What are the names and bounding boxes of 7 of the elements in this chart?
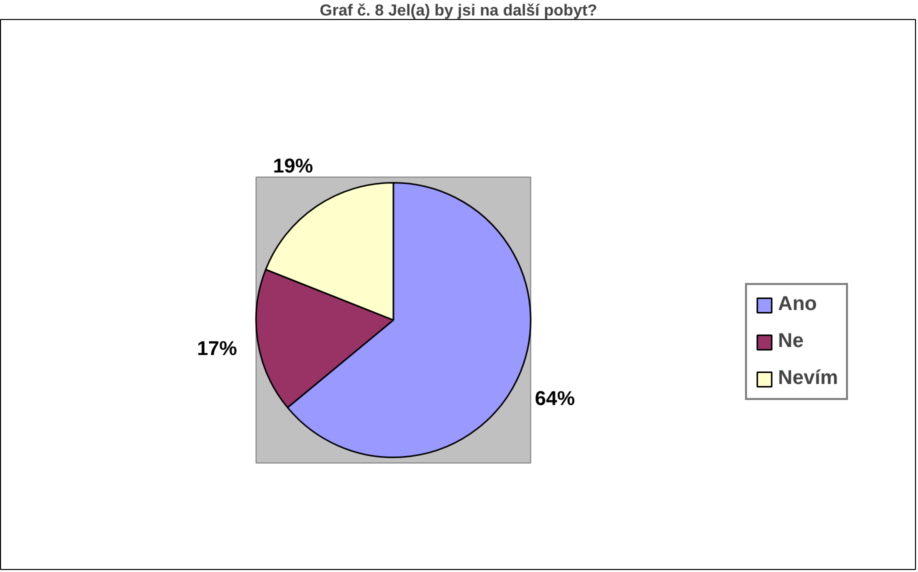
data-label: 19%: [273, 155, 314, 178]
legend-label: Ne: [778, 330, 804, 353]
legend-label: Ano: [778, 293, 817, 316]
data-label: 64%: [534, 388, 576, 410]
data-label: 17%: [197, 338, 238, 360]
chart-title: Graf č. 8 Jel(a) by jsi na další pobyt?: [320, 2, 598, 20]
legend-label: Nevím: [778, 367, 838, 390]
